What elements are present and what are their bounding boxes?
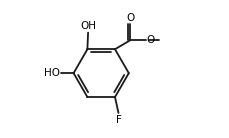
Text: OH: OH [80,21,96,31]
Text: O: O [146,35,154,45]
Text: HO: HO [44,68,60,78]
Text: O: O [126,13,134,23]
Text: F: F [115,115,121,125]
